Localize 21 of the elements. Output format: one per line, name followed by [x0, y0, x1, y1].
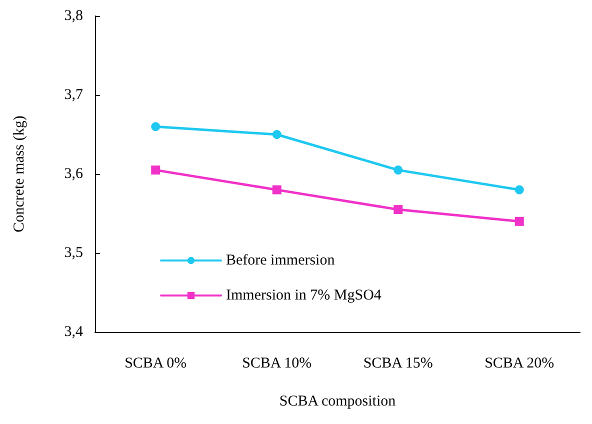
- point: [272, 185, 282, 194]
- x-tick-label: SCBA 10%: [242, 356, 312, 372]
- x-axis-title: SCBA composition: [279, 394, 396, 410]
- y-tick-label: 3,8: [64, 8, 83, 24]
- x-tick-label: SCBA 15%: [363, 356, 433, 372]
- x-tick-label: SCBA 20%: [484, 356, 554, 372]
- point: [514, 185, 524, 194]
- point: [394, 205, 403, 214]
- y-tick-label: 3,5: [64, 245, 83, 261]
- x-tick-label: SCBA 0%: [124, 356, 187, 372]
- point: [151, 166, 160, 175]
- point: [394, 166, 403, 175]
- y-tick-label: 3,6: [64, 166, 84, 182]
- point: [151, 122, 160, 132]
- legend-label: Immersion in 7% MgSO4: [226, 288, 382, 304]
- point: [272, 130, 282, 139]
- y-axis-title: Concrete mass (kg): [12, 116, 28, 232]
- y-tick-label: 3,4: [64, 324, 84, 340]
- legend-label: Before immersion: [226, 252, 336, 268]
- point: [514, 216, 524, 226]
- y-tick-label: 3,7: [64, 87, 84, 103]
